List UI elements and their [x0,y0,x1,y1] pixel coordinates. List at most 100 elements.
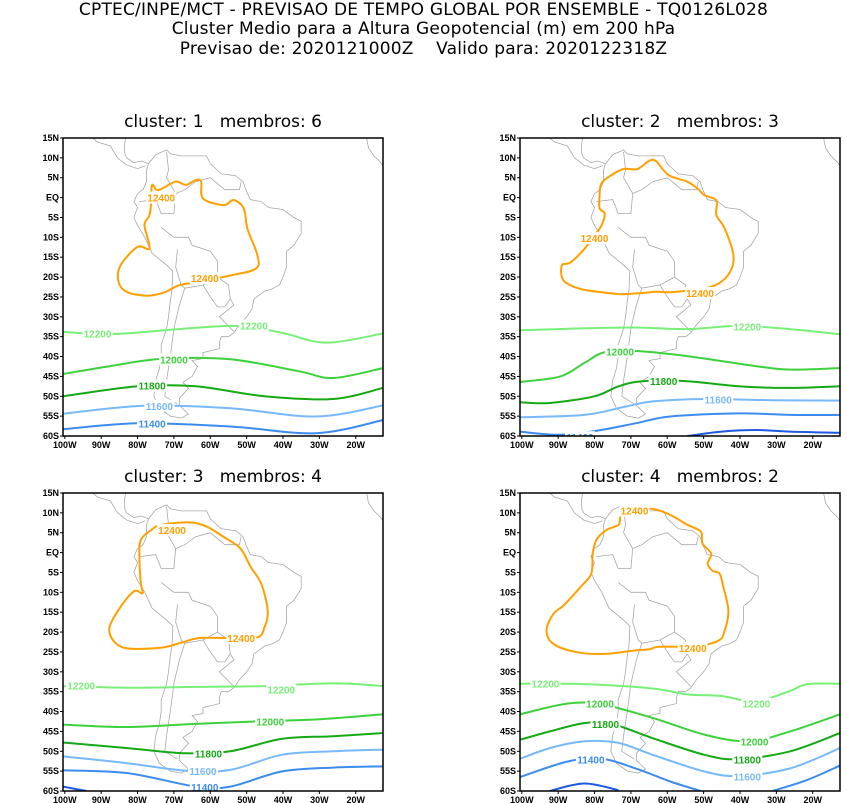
coastline [366,138,383,167]
lon-tick-label: 40W [731,795,750,803]
lon-tick-label: 70W [165,795,184,803]
lon-tick-label: 30W [310,795,329,803]
coastline [175,177,242,194]
lat-tick-label: 45S [500,371,516,381]
lon-tick-label: 70W [622,440,641,450]
contour-label-bg [157,523,188,536]
coastline [596,151,634,214]
contour-12200 [520,682,840,703]
lon-tick-label: 80W [128,795,147,803]
lat-tick-label: 10S [500,232,516,242]
lon-tick-label: 20W [346,440,365,450]
lon-tick-label: 60W [658,440,677,450]
lat-tick-label: 5N [504,528,516,538]
contour-label: 12000 [586,700,614,711]
contour-label: 12200 [733,323,761,334]
lon-tick-label: 40W [731,440,750,450]
lat-tick-label: 40S [43,352,59,362]
contour-label: 11600 [146,402,174,413]
contour-12000 [520,349,840,383]
map-plot-area: 12400 12400 12200 12200 12000 12000 11800 11800… [520,493,840,791]
forecast-dates: Previsao de: 2020121000Z Valido para: 20… [179,39,668,59]
lat-tick-label: 60S [43,786,59,796]
lat-tick-label: 60S [500,431,516,441]
lat-tick-label: 55S [500,766,516,776]
contour-label: 12400 [158,526,186,537]
coastline [596,506,634,569]
lat-tick-label: 30S [500,667,516,677]
lat-tick-label: 5S [48,212,59,222]
contour-label: 11800 [195,749,223,760]
coastline [632,604,675,644]
contour-11800 [520,721,840,761]
lat-tick-label: 5N [47,528,59,538]
contour-11400 [520,757,701,791]
lon-tick-label: 100W [510,795,534,803]
lat-tick-label: 10N [42,508,59,518]
lat-tick-label: 15N [42,133,59,143]
lat-tick-label: 40S [500,352,516,362]
contour-11400 [520,412,840,436]
contour-12400 [545,507,730,656]
lat-tick-label: 25S [500,292,516,302]
lon-tick-label: 90W [92,795,111,803]
lat-tick-label: 10N [499,153,516,163]
lon-tick-label: 100W [510,440,534,450]
lat-tick-label: 10S [500,587,516,597]
panel-3-title: cluster: 3 membros: 4 [124,467,322,487]
contour-label-bg [732,770,763,783]
lon-tick-label: 80W [128,440,147,450]
contour-label-bg [66,679,97,692]
lat-tick-label: 50S [43,391,59,401]
lat-tick-label: 10S [43,232,59,242]
contour-11600 [520,739,840,777]
lat-tick-label: 20S [43,627,59,637]
lat-tick-label: 10N [499,508,516,518]
map-frame [519,137,841,437]
contour-11200 [549,782,619,791]
contour-label-bg [565,431,595,436]
contour-label-bg [144,399,175,412]
coastline [124,493,149,520]
contour-label: 12200 [742,700,770,711]
lat-tick-label: 60S [43,431,59,441]
coastline [549,493,603,525]
lat-tick-label: 50S [43,746,59,756]
coastline [366,493,383,522]
lat-tick-label: 55S [500,411,516,421]
contour-label-bg [741,697,772,710]
contour-12000 [520,701,840,743]
lon-tick-label: 60W [201,795,220,803]
coastline [632,177,699,194]
lon-tick-label: 80W [585,440,604,450]
contour-label: 11600 [189,767,217,778]
contour-label-bg [590,718,621,731]
contour-label: 11400 [566,433,594,444]
coastline [175,532,242,549]
lat-tick-label: 25S [500,647,516,657]
lon-tick-label: 20W [346,795,365,803]
lat-tick-label: 55S [43,766,59,776]
contour-11400 [63,765,383,790]
contour-11600 [63,404,383,418]
coastline [617,227,692,332]
contour-label: 11800 [138,382,166,393]
contour-11800 [520,379,840,405]
contour-label: 12400 [227,634,255,645]
figure-subtitle: Cluster Medio para a Altura Geopotencial… [171,19,676,39]
lat-tick-label: 10N [42,153,59,163]
lat-tick-label: 60S [500,786,516,796]
map-frame [62,492,384,792]
coastline [164,643,186,760]
lat-tick-label: 35S [500,687,516,697]
lat-tick-label: 15S [43,607,59,617]
lon-tick-label: 50W [237,440,256,450]
coastline [133,504,302,774]
panel-1-title: cluster: 1 membros: 6 [124,112,322,132]
lat-tick-label: 5S [505,212,516,222]
lat-tick-label: 5N [47,173,59,183]
contour-label: 11800 [734,756,762,767]
lon-tick-label: 90W [549,795,568,803]
lon-tick-label: 90W [92,440,111,450]
coastline [659,639,688,663]
